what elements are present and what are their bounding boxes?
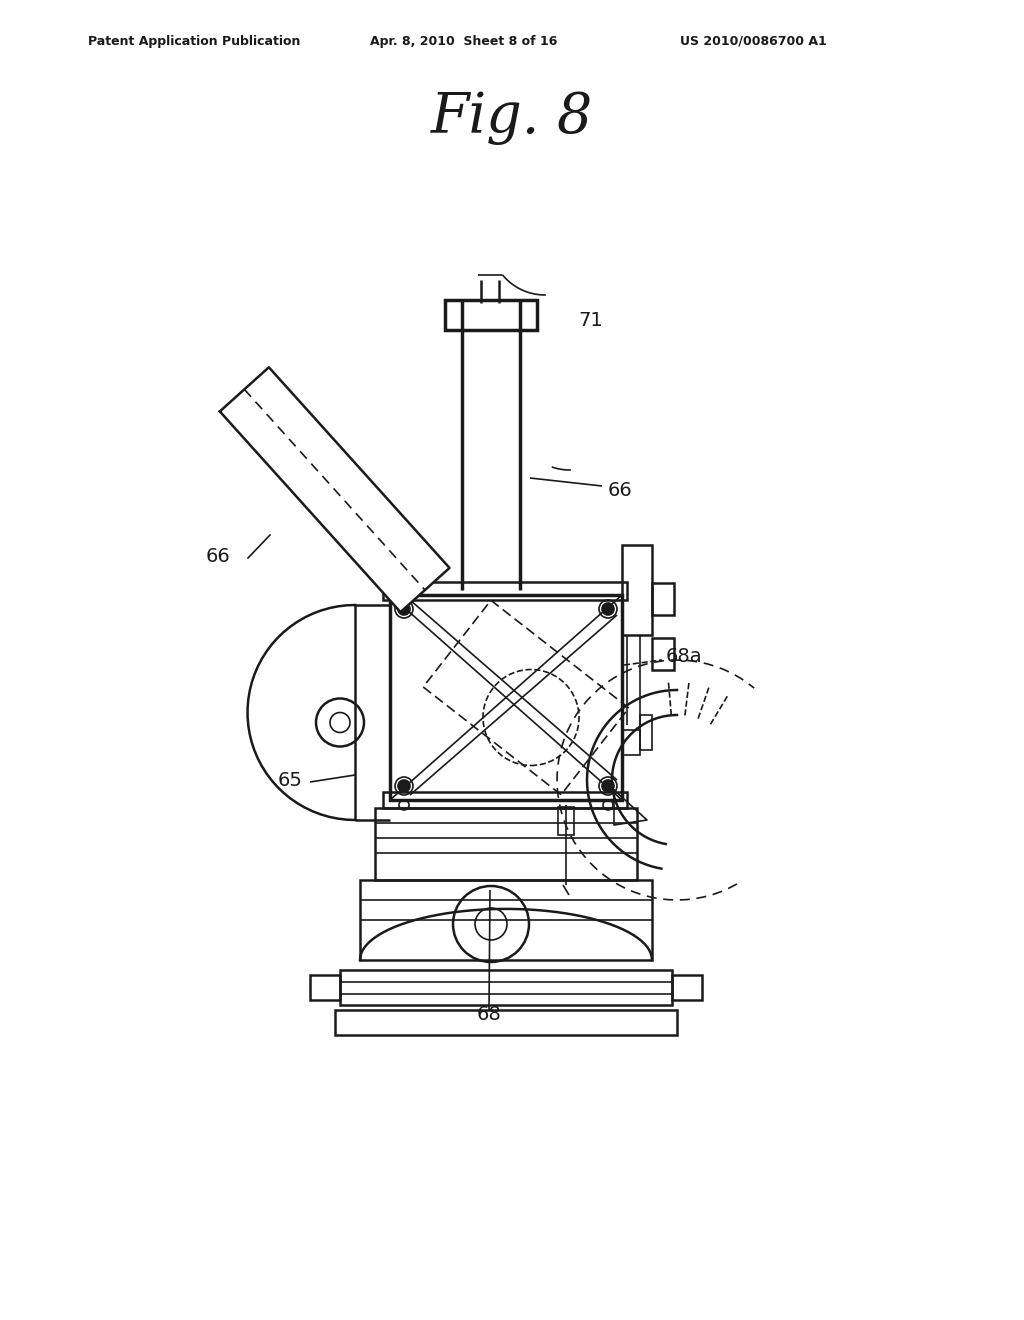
Bar xyxy=(390,595,622,800)
Text: Patent Application Publication: Patent Application Publication xyxy=(88,36,300,48)
Circle shape xyxy=(398,780,410,792)
Text: 68: 68 xyxy=(476,1006,502,1024)
Bar xyxy=(652,583,674,615)
Text: 66: 66 xyxy=(206,546,230,565)
Bar xyxy=(383,582,627,601)
Bar xyxy=(375,808,637,880)
Bar xyxy=(622,730,640,755)
Polygon shape xyxy=(220,367,450,612)
Text: 71: 71 xyxy=(578,310,603,330)
Bar xyxy=(335,1010,677,1035)
Bar xyxy=(640,715,652,750)
Bar xyxy=(622,545,652,635)
Circle shape xyxy=(398,603,410,615)
Text: 68a: 68a xyxy=(666,647,702,665)
Circle shape xyxy=(602,603,614,615)
Bar xyxy=(558,807,574,836)
Text: 65: 65 xyxy=(278,771,303,789)
Text: 66: 66 xyxy=(608,480,633,499)
Bar xyxy=(383,792,627,808)
Circle shape xyxy=(602,780,614,792)
Bar xyxy=(652,638,674,671)
Text: Fig. 8: Fig. 8 xyxy=(431,90,593,145)
Bar xyxy=(360,880,652,960)
Text: Apr. 8, 2010  Sheet 8 of 16: Apr. 8, 2010 Sheet 8 of 16 xyxy=(370,36,557,48)
Bar xyxy=(672,975,702,1001)
Bar xyxy=(310,975,340,1001)
Bar xyxy=(340,970,672,1005)
Bar xyxy=(445,300,537,330)
Text: US 2010/0086700 A1: US 2010/0086700 A1 xyxy=(680,36,826,48)
